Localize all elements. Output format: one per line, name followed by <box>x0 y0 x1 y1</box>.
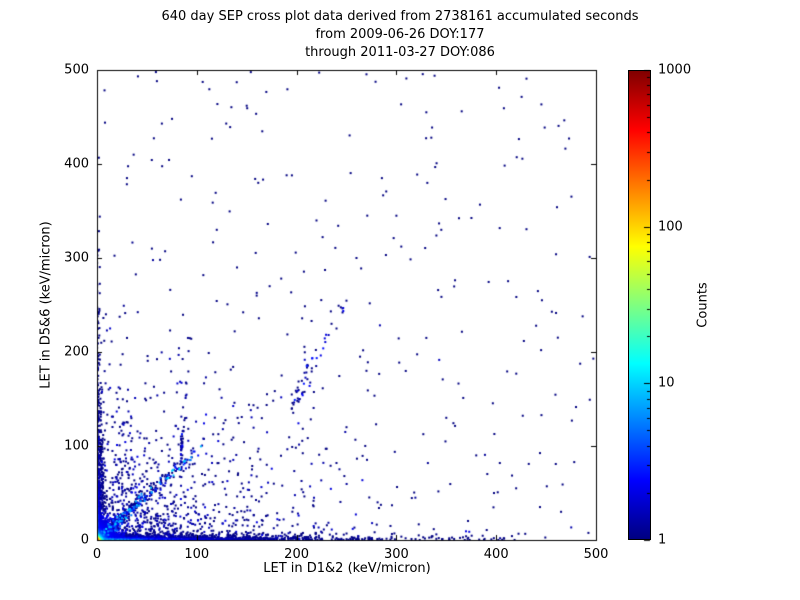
colorbar-tick-label: 1000 <box>658 62 692 78</box>
x-tick-label: 400 <box>483 547 509 562</box>
x-tick-label: 300 <box>383 547 409 562</box>
x-tick-label: 200 <box>284 547 310 562</box>
x-tick-label: 0 <box>92 547 102 562</box>
x-axis-label: LET in D1&2 (keV/micron) <box>263 561 431 576</box>
y-tick-label: 200 <box>64 344 89 360</box>
y-tick-label: 300 <box>64 250 89 266</box>
y-tick-label: 0 <box>80 532 89 548</box>
y-axis-label: LET in D5&6 (keV/micron) <box>38 221 54 389</box>
y-tick-label: 400 <box>64 156 89 172</box>
colorbar-label: Counts <box>695 282 711 328</box>
x-tick-label: 500 <box>583 547 609 562</box>
colorbar-tick-label: 1 <box>658 532 667 548</box>
colorbar-tick-label: 100 <box>658 219 683 235</box>
y-tick-label: 100 <box>64 438 89 454</box>
colorbar-tick-label: 10 <box>658 375 675 391</box>
y-tick-label: 500 <box>64 62 89 78</box>
x-tick-label: 100 <box>184 547 210 562</box>
